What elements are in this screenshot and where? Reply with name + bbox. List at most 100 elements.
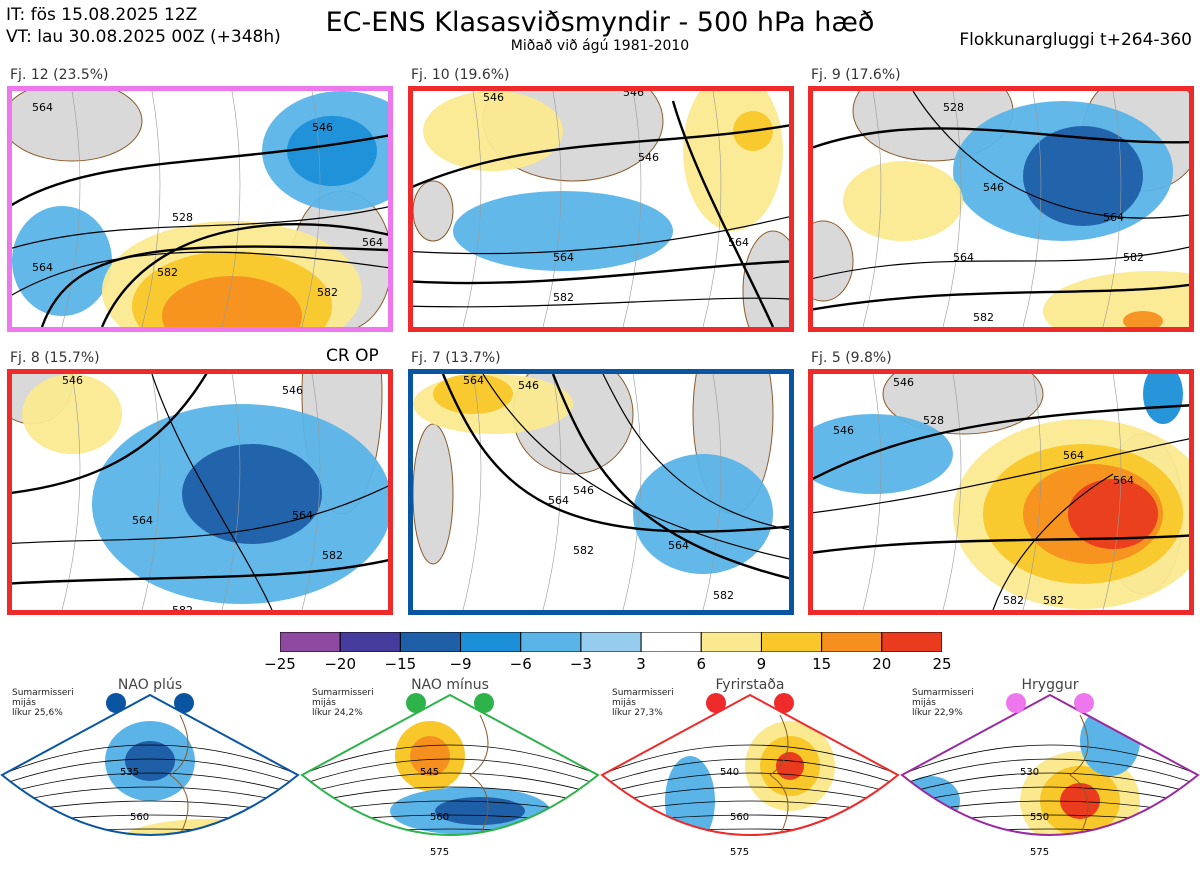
- anomaly-area: [1123, 311, 1163, 327]
- contour-label: 546: [638, 151, 659, 164]
- contour-label: 528: [923, 414, 944, 427]
- meridian-line: [702, 374, 722, 610]
- meridian-line: [301, 374, 321, 610]
- coastline: [1069, 714, 1111, 835]
- height-contour: [302, 744, 598, 776]
- regime-note-line: Sumarmisseri: [12, 688, 74, 698]
- regime-fan: 535 560: [0, 693, 300, 836]
- height-contour: [671, 100, 775, 327]
- contour-label: 582: [157, 266, 178, 279]
- regime-title: NAO mínus: [411, 677, 489, 693]
- regime-outline: [300, 693, 600, 836]
- regime-marker-dot: [174, 693, 194, 713]
- coastline: [169, 714, 211, 835]
- land-area: [742, 230, 789, 327]
- colorbar-bin: [640, 631, 702, 653]
- regime-note: Sumarmisseri mijás líkur 22,9%: [912, 688, 974, 718]
- meridian-line: [862, 91, 882, 327]
- colorbar-tick-label: 9: [756, 655, 767, 673]
- contour-label: 564: [292, 509, 313, 522]
- cluster-label: Fj. 7 (13.7%): [411, 350, 501, 366]
- land-area: [413, 423, 454, 565]
- height-contour: [602, 786, 898, 806]
- height-contour: [12, 251, 388, 296]
- contour-label: 550: [1030, 812, 1049, 823]
- height-contour: [441, 374, 789, 533]
- regime-note-line: líkur 27,3%: [612, 708, 663, 718]
- colorbar-tick-label: −9: [449, 655, 472, 673]
- height-contour: [2, 758, 298, 786]
- anomaly-area: [776, 752, 804, 780]
- height-contour: [813, 127, 1189, 149]
- contour-label: 564: [1113, 474, 1134, 487]
- anomaly-area: [902, 776, 960, 826]
- meridian-line: [1102, 374, 1122, 610]
- colorbar-tick-label: −20: [324, 655, 356, 673]
- height-contour: [302, 772, 598, 796]
- anomaly-area: [1068, 479, 1158, 549]
- regime-title: Fyrirstaða: [715, 677, 785, 693]
- regime-note-line: Sumarmisseri: [912, 688, 974, 698]
- contour-label: 564: [32, 101, 53, 114]
- anomaly-area: [435, 797, 525, 825]
- land-area: [882, 374, 1044, 435]
- contour-label: 546: [623, 91, 644, 99]
- height-contour: [151, 374, 273, 610]
- contour-label: 582: [172, 604, 193, 610]
- cluster-map: 528 546 564 564 582 582: [808, 86, 1194, 332]
- colorbar-bin: [339, 631, 401, 653]
- height-contour: [602, 772, 898, 796]
- height-contour: [813, 438, 1189, 514]
- contour-label: 564: [1063, 449, 1084, 462]
- regime-marker-dot: [1074, 693, 1094, 713]
- colorbar-bin: [580, 631, 642, 653]
- contour-label: 546: [893, 376, 914, 389]
- regime-note: Sumarmisseri mijás líkur 27,3%: [612, 688, 674, 718]
- colorbar: [279, 631, 943, 653]
- contour-label: 575: [730, 847, 749, 858]
- colorbar-tick-label: 15: [812, 655, 832, 673]
- contour-label: 546: [312, 121, 333, 134]
- contour-label: 546: [62, 374, 83, 387]
- contour-label: 582: [322, 549, 343, 562]
- contour-label: 546: [282, 384, 303, 397]
- height-contour: [12, 206, 388, 249]
- regime-note-line: mijás: [912, 698, 936, 708]
- regime-note-line: líkur 25,6%: [12, 708, 63, 718]
- regime-fan: 530 550 575: [900, 693, 1200, 858]
- height-contour: [902, 758, 1198, 786]
- height-contour: [413, 297, 789, 308]
- contour-label: 582: [713, 589, 734, 602]
- regime-note-line: mijás: [612, 698, 636, 708]
- colorbar-bin: [279, 631, 341, 653]
- anomaly-area: [287, 116, 377, 186]
- height-contour: [602, 758, 898, 786]
- contour-label: 582: [1003, 594, 1024, 607]
- regime-title: NAO plús: [117, 677, 183, 693]
- colorbar-bin: [760, 631, 823, 653]
- contour-label: 564: [1103, 211, 1124, 224]
- colorbar-tick-label: −15: [384, 655, 417, 673]
- colorbar-bin: [460, 631, 522, 653]
- initial-time: IT: fös 15.08.2025 12Z: [6, 5, 198, 25]
- height-contour: [902, 744, 1198, 776]
- contour-label: 582: [1043, 594, 1064, 607]
- anomaly-area: [843, 161, 963, 241]
- regime-marker-dot: [1006, 693, 1026, 713]
- anomaly-area: [1023, 126, 1143, 226]
- contour-label: 546: [518, 379, 539, 392]
- height-contour: [813, 246, 1189, 280]
- height-contour: [813, 283, 1189, 311]
- colorbar-tick-label: 3: [636, 655, 646, 673]
- height-contour: [12, 558, 388, 585]
- contour-label: 545: [420, 767, 439, 778]
- height-contour: [12, 134, 388, 207]
- height-contour: [12, 485, 388, 545]
- colorbar-ticks: −25 −20 −15 −9 −6 −3 3 6 9 15 20 25: [0, 655, 1200, 675]
- contour-label: 582: [973, 311, 994, 324]
- page-subtitle: Miðað við ágú 1981-2010: [510, 38, 690, 54]
- meridian-line: [862, 374, 882, 610]
- meridian-line: [702, 91, 722, 327]
- contour-label: 560: [130, 812, 149, 823]
- meridian-line: [542, 374, 562, 610]
